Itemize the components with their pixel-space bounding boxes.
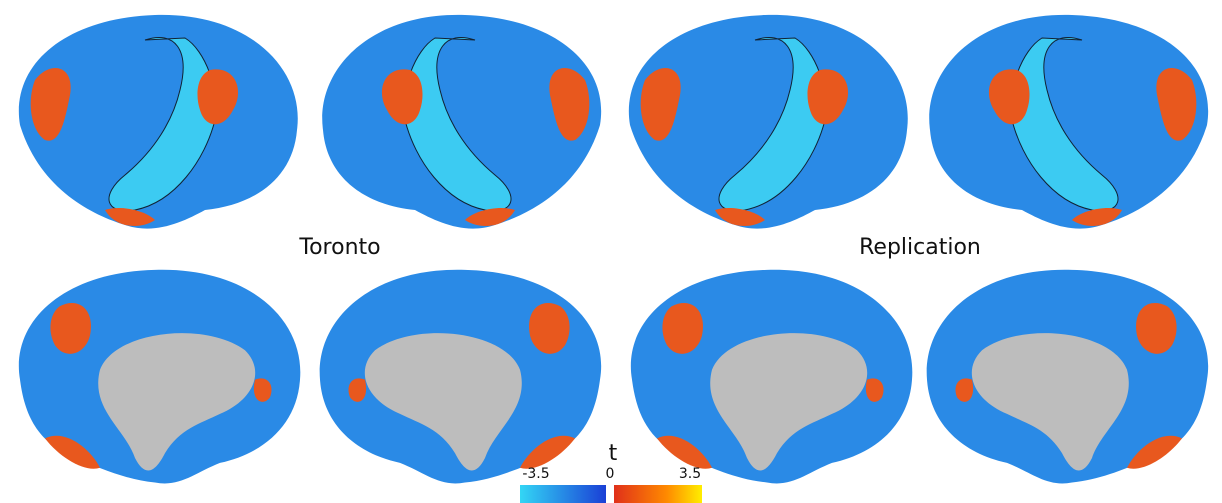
colorbar-label: 3.5 <box>679 466 701 482</box>
brain-bottom-2 <box>319 269 602 484</box>
brain-top-2 <box>321 14 602 230</box>
colorbar-negative <box>520 485 606 503</box>
group-label: Replication <box>859 235 981 260</box>
brain-top-4 <box>928 14 1209 230</box>
colorbar-positive <box>614 485 702 503</box>
colorbar-label: 0 <box>606 466 615 482</box>
brain-top-1 <box>18 14 299 230</box>
colorbar-label: -3.5 <box>522 466 549 482</box>
brain-top-3 <box>628 14 909 230</box>
group-label: Toronto <box>298 235 380 260</box>
brain-bottom-4 <box>926 269 1209 484</box>
brain-bottom-1 <box>18 269 301 484</box>
colorbar-title: t <box>609 441 618 466</box>
brain-bottom-3 <box>630 269 913 484</box>
